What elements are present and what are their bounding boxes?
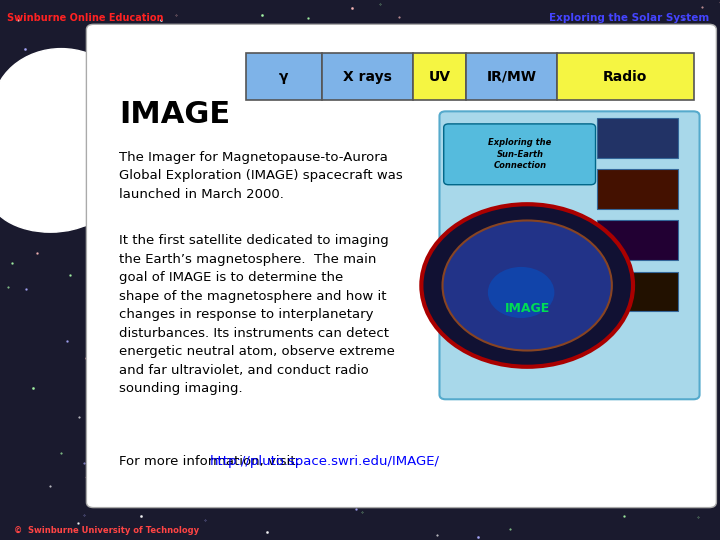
Ellipse shape bbox=[22, 162, 122, 227]
Bar bbox=[322, 53, 413, 100]
Bar bbox=[597, 272, 678, 311]
Bar bbox=[246, 53, 322, 100]
Text: http://pluto.space.swri.edu/IMAGE/: http://pluto.space.swri.edu/IMAGE/ bbox=[210, 455, 440, 468]
Text: UV: UV bbox=[428, 70, 451, 84]
FancyBboxPatch shape bbox=[86, 24, 716, 508]
Ellipse shape bbox=[0, 108, 79, 194]
Text: ©  Swinburne University of Technology: © Swinburne University of Technology bbox=[14, 526, 199, 535]
Text: Exploring the
Sun-Earth
Connection: Exploring the Sun-Earth Connection bbox=[488, 138, 552, 170]
Bar bbox=[597, 220, 678, 260]
Ellipse shape bbox=[0, 49, 130, 167]
Text: The Imager for Magnetopause-to-Aurora
Global Exploration (IMAGE) spacecraft was
: The Imager for Magnetopause-to-Aurora Gl… bbox=[119, 151, 402, 201]
Bar bbox=[557, 53, 693, 100]
Text: IMAGE: IMAGE bbox=[505, 302, 550, 315]
Text: For more information, visit:: For more information, visit: bbox=[119, 455, 304, 468]
Text: γ: γ bbox=[279, 70, 289, 84]
Bar bbox=[597, 118, 678, 158]
Text: Radio: Radio bbox=[603, 70, 647, 84]
Text: X rays: X rays bbox=[343, 70, 392, 84]
Bar bbox=[413, 53, 466, 100]
Circle shape bbox=[421, 204, 633, 367]
Circle shape bbox=[488, 267, 554, 318]
Circle shape bbox=[443, 220, 612, 350]
Bar bbox=[466, 53, 557, 100]
FancyBboxPatch shape bbox=[444, 124, 595, 185]
FancyBboxPatch shape bbox=[439, 111, 700, 399]
Text: It the first satellite dedicated to imaging
the Earth’s magnetosphere.  The main: It the first satellite dedicated to imag… bbox=[119, 234, 395, 395]
Text: IR/MW: IR/MW bbox=[487, 70, 536, 84]
Text: Swinburne Online Education: Swinburne Online Education bbox=[7, 12, 163, 23]
Bar bbox=[597, 170, 678, 209]
Ellipse shape bbox=[0, 157, 112, 232]
Text: IMAGE: IMAGE bbox=[510, 280, 545, 291]
Text: IMAGE: IMAGE bbox=[119, 100, 230, 129]
Text: Exploring the Solar System: Exploring the Solar System bbox=[549, 12, 709, 23]
Ellipse shape bbox=[29, 103, 137, 200]
